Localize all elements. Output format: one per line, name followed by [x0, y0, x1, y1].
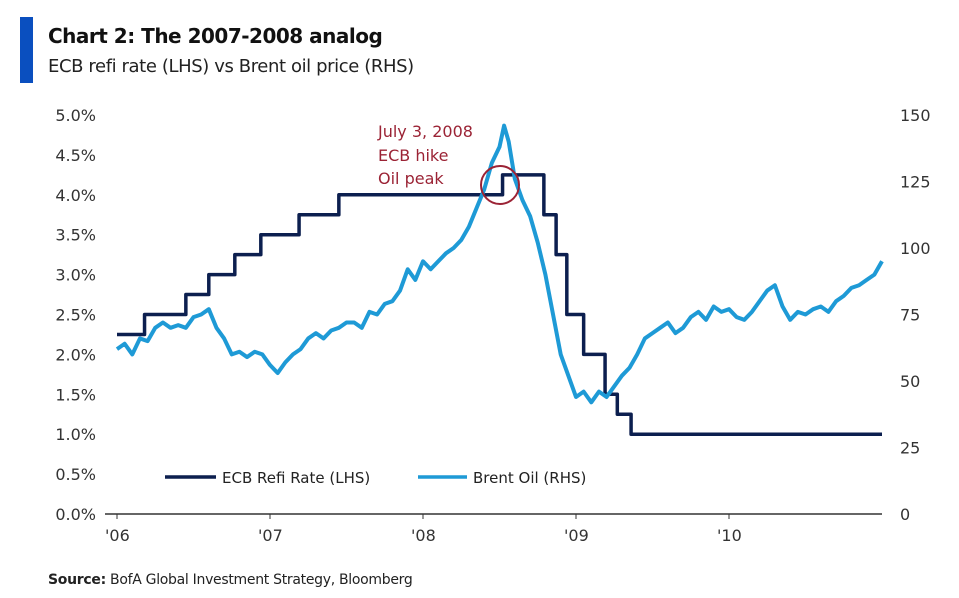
title-accent-bar [20, 17, 33, 83]
y-left-tick-label: 5.0% [55, 106, 96, 125]
y-right-tick-label: 25 [900, 439, 920, 458]
y-left-tick-label: 2.0% [55, 345, 96, 364]
legend-brent-label: Brent Oil (RHS) [473, 469, 586, 487]
x-tick-label: '07 [258, 526, 283, 545]
y-left-tick-label: 4.0% [55, 186, 96, 205]
y-left-tick-label: 2.5% [55, 306, 96, 325]
annotation-line-3: Oil peak [378, 169, 444, 188]
y-left-tick-label: 3.0% [55, 266, 96, 285]
legend-ecb-label: ECB Refi Rate (LHS) [222, 469, 370, 487]
chart-title: Chart 2: The 2007-2008 analog [48, 24, 383, 48]
y-right-tick-label: 75 [900, 306, 920, 325]
brent-oil-line [115, 123, 884, 405]
source-label: Source: [48, 572, 106, 588]
y-right-tick-label: 50 [900, 372, 920, 391]
source-text: BofA Global Investment Strategy, Bloombe… [110, 572, 413, 588]
source-note: Source: BofA Global Investment Strategy,… [48, 572, 413, 588]
y-left-tick-label: 1.5% [55, 385, 96, 404]
x-tick-label: '09 [564, 526, 589, 545]
y-left-tick-label: 0.0% [55, 505, 96, 524]
y-right-tick-label: 100 [900, 239, 931, 258]
chart-subtitle: ECB refi rate (LHS) vs Brent oil price (… [48, 56, 414, 77]
annotation-line-2: ECB hike [378, 146, 448, 165]
y-left-tick-label: 3.5% [55, 226, 96, 245]
x-tick-label: '08 [411, 526, 436, 545]
y-left-tick-label: 1.0% [55, 425, 96, 444]
x-tick-label: '10 [717, 526, 742, 545]
y-right-tick-label: 125 [900, 173, 931, 192]
x-tick-label: '06 [105, 526, 130, 545]
y-left-tick-label: 4.5% [55, 146, 96, 165]
y-right-tick-label: 0 [900, 505, 910, 524]
y-right-tick-label: 150 [900, 106, 931, 125]
annotation-line-1: July 3, 2008 [377, 122, 473, 141]
y-left-tick-label: 0.5% [55, 465, 96, 484]
annotation-circle [480, 165, 520, 205]
ecb-refi-rate-line [117, 173, 882, 436]
